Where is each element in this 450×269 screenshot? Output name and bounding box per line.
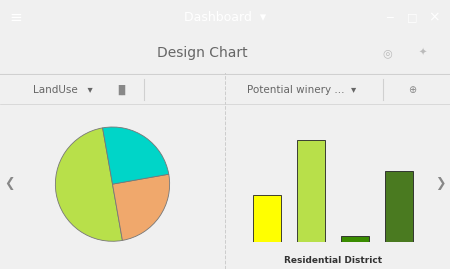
Text: ✦: ✦ bbox=[419, 48, 427, 58]
Bar bbox=[297, 140, 325, 242]
Text: ❮: ❮ bbox=[4, 177, 15, 190]
Text: ─: ─ bbox=[386, 12, 392, 23]
Bar bbox=[341, 236, 369, 242]
Text: ×: × bbox=[428, 10, 440, 24]
Text: Design Chart: Design Chart bbox=[157, 46, 248, 60]
Text: Residential District: Residential District bbox=[284, 256, 382, 265]
Text: ❯: ❯ bbox=[435, 177, 446, 190]
Wedge shape bbox=[112, 174, 170, 240]
Text: ▐▌: ▐▌ bbox=[114, 85, 129, 95]
Text: Potential winery ...  ▾: Potential winery ... ▾ bbox=[247, 85, 356, 95]
Text: □: □ bbox=[406, 12, 417, 23]
Wedge shape bbox=[55, 128, 122, 241]
Bar bbox=[385, 171, 413, 242]
Wedge shape bbox=[103, 127, 169, 184]
Text: ⊕: ⊕ bbox=[408, 85, 416, 95]
Text: ◎: ◎ bbox=[382, 48, 392, 58]
Text: LandUse   ▾: LandUse ▾ bbox=[33, 85, 93, 95]
Bar bbox=[253, 195, 281, 242]
Text: ≡: ≡ bbox=[9, 10, 22, 25]
Text: Dashboard  ▾: Dashboard ▾ bbox=[184, 11, 266, 24]
